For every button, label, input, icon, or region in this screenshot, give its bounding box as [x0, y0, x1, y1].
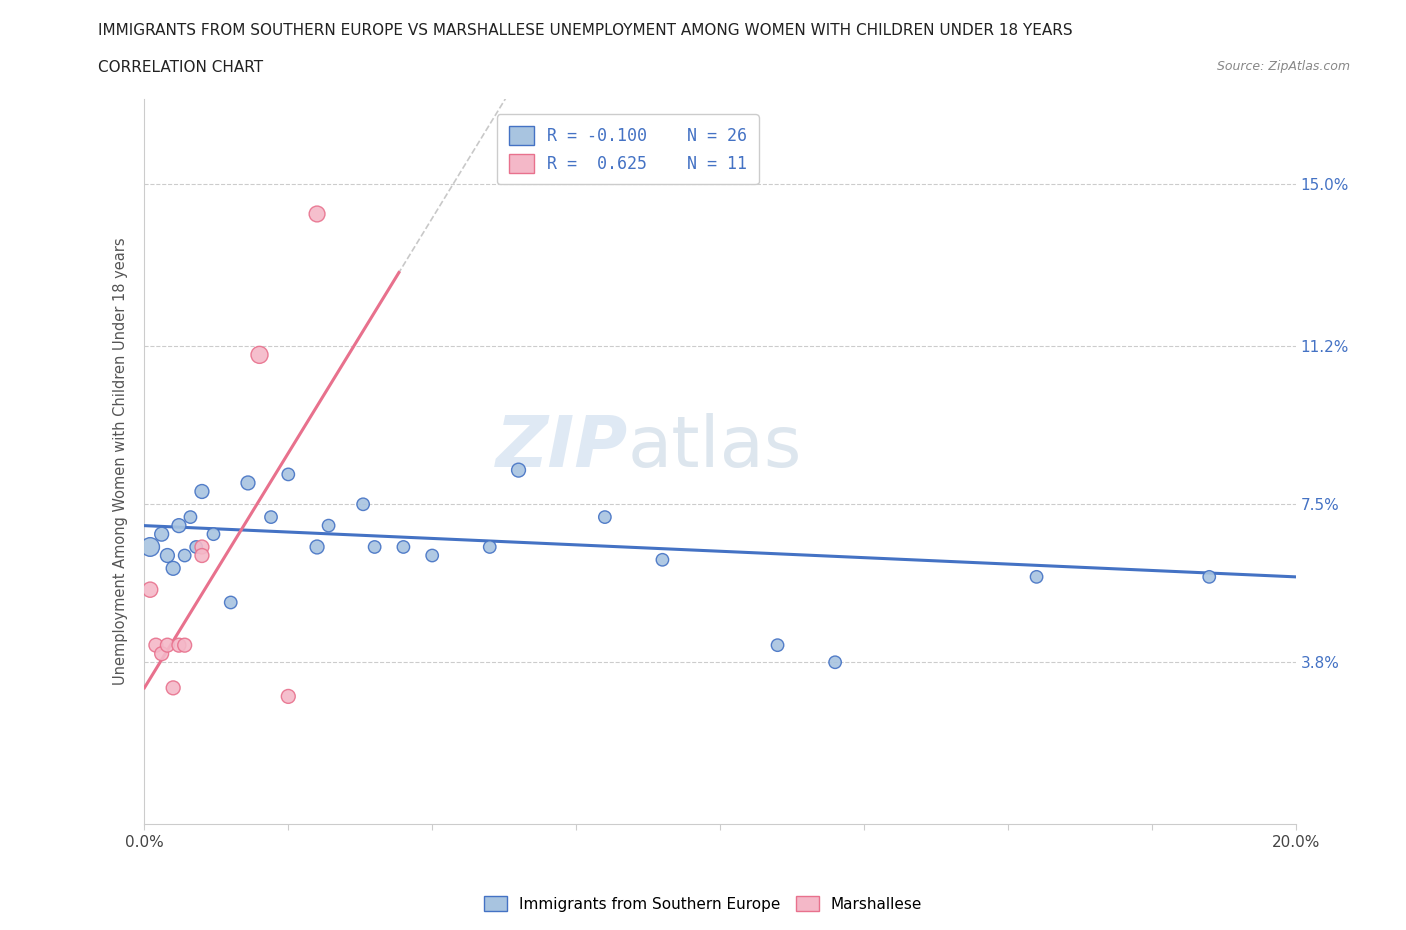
- Point: [352, 497, 374, 512]
- Point: [392, 539, 415, 554]
- Point: [186, 539, 208, 554]
- Y-axis label: Unemployment Among Women with Children Under 18 years: Unemployment Among Women with Children U…: [114, 238, 128, 685]
- Point: [162, 681, 184, 696]
- Point: [156, 548, 179, 563]
- Point: [191, 484, 214, 498]
- Point: [139, 582, 162, 597]
- Point: [277, 467, 299, 482]
- Point: [478, 539, 501, 554]
- Text: IMMIGRANTS FROM SOUTHERN EUROPE VS MARSHALLESE UNEMPLOYMENT AMONG WOMEN WITH CHI: IMMIGRANTS FROM SOUTHERN EUROPE VS MARSH…: [98, 23, 1073, 38]
- Point: [139, 539, 162, 554]
- Point: [593, 510, 616, 525]
- Point: [162, 561, 184, 576]
- Point: [277, 689, 299, 704]
- Point: [150, 646, 173, 661]
- Point: [260, 510, 283, 525]
- Point: [1198, 569, 1220, 584]
- Point: [307, 206, 329, 221]
- Point: [167, 638, 190, 653]
- Point: [318, 518, 340, 533]
- Point: [249, 348, 271, 363]
- Point: [1025, 569, 1047, 584]
- Text: ZIP: ZIP: [496, 413, 628, 482]
- Point: [191, 548, 214, 563]
- Point: [173, 638, 195, 653]
- Point: [363, 539, 385, 554]
- Point: [219, 595, 242, 610]
- Text: atlas: atlas: [628, 413, 803, 482]
- Point: [167, 518, 190, 533]
- Point: [191, 539, 214, 554]
- Point: [202, 526, 225, 541]
- Legend: Immigrants from Southern Europe, Marshallese: Immigrants from Southern Europe, Marshal…: [478, 889, 928, 918]
- Point: [145, 638, 167, 653]
- Point: [307, 539, 329, 554]
- Point: [150, 526, 173, 541]
- Legend: R = -0.100    N = 26, R =  0.625    N = 11: R = -0.100 N = 26, R = 0.625 N = 11: [498, 114, 759, 184]
- Point: [824, 655, 846, 670]
- Text: Source: ZipAtlas.com: Source: ZipAtlas.com: [1216, 60, 1350, 73]
- Point: [508, 463, 530, 478]
- Text: CORRELATION CHART: CORRELATION CHART: [98, 60, 263, 75]
- Point: [156, 638, 179, 653]
- Point: [173, 548, 195, 563]
- Point: [179, 510, 201, 525]
- Point: [651, 552, 673, 567]
- Point: [236, 475, 259, 490]
- Point: [766, 638, 789, 653]
- Point: [420, 548, 443, 563]
